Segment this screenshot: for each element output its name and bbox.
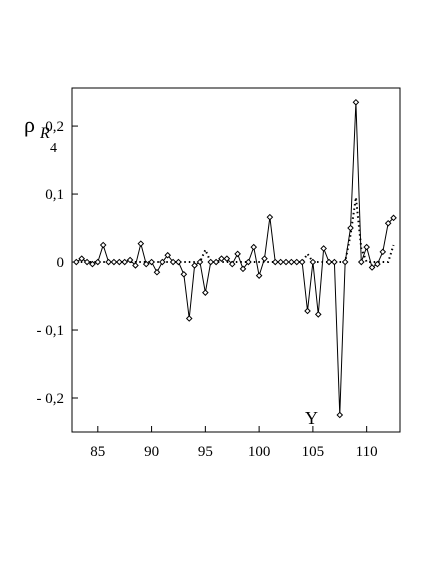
- marker: [110, 258, 118, 266]
- marker: [207, 258, 215, 266]
- marker: [89, 260, 96, 268]
- marker: [390, 214, 397, 222]
- dotted-line: [76, 197, 395, 264]
- marker: [255, 272, 263, 279]
- marker: [374, 260, 381, 268]
- marker: [191, 262, 198, 269]
- marker: [142, 260, 150, 268]
- x-tick-label: 85: [90, 444, 105, 460]
- marker: [185, 315, 193, 322]
- x-tick-label: 110: [356, 444, 378, 460]
- marker: [271, 258, 279, 266]
- marker: [331, 258, 338, 266]
- y-tick-label: 0,2: [45, 119, 64, 135]
- marker: [175, 258, 182, 266]
- y-tick-label: 0: [57, 255, 65, 271]
- marker: [379, 248, 387, 256]
- marker: [202, 289, 209, 296]
- marker: [94, 258, 102, 266]
- x-tick-label: 105: [302, 444, 325, 460]
- marker: [320, 245, 327, 252]
- y-label-symbol: ρ: [24, 112, 35, 137]
- marker: [234, 250, 241, 258]
- marker: [261, 255, 268, 262]
- marker: [341, 258, 349, 266]
- y-tick-label: 0,1: [45, 187, 64, 203]
- marker: [309, 258, 317, 266]
- marker: [266, 213, 274, 221]
- y-label-subsub: 4: [50, 141, 57, 156]
- marker: [83, 258, 91, 266]
- marker: [293, 258, 301, 266]
- marker: [72, 258, 80, 266]
- marker: [288, 258, 295, 266]
- marker: [218, 255, 225, 262]
- marker: [304, 307, 311, 315]
- marker: [153, 268, 161, 276]
- marker: [314, 311, 322, 318]
- marker: [277, 258, 284, 266]
- marker: [137, 240, 145, 247]
- y-tick-label: - 0,2: [37, 391, 65, 407]
- marker: [352, 98, 360, 106]
- marker: [126, 256, 134, 264]
- marker: [325, 258, 333, 266]
- marker: [148, 258, 155, 266]
- marker: [132, 262, 139, 269]
- marker: [105, 258, 112, 266]
- marker: [169, 258, 177, 266]
- marker: [99, 241, 107, 249]
- marker: [357, 258, 365, 266]
- marker: [250, 243, 258, 251]
- y-tick-label: - 0,1: [37, 323, 65, 339]
- marker: [245, 258, 252, 266]
- marker: [239, 265, 247, 273]
- marker: [212, 258, 220, 266]
- y-label-sub: R: [39, 125, 50, 142]
- marker: [164, 251, 172, 259]
- marker: [121, 258, 129, 266]
- marker: [336, 411, 344, 419]
- marker: [347, 224, 354, 232]
- marker: [223, 255, 231, 262]
- marker: [78, 255, 85, 262]
- marker: [368, 264, 376, 271]
- x-tick-label: 90: [144, 444, 159, 460]
- marker: [196, 258, 204, 266]
- marker: [159, 258, 166, 266]
- marker: [180, 270, 188, 278]
- marker: [282, 258, 290, 266]
- plot-frame: [71, 87, 401, 433]
- x-tick-label: 100: [248, 444, 271, 460]
- x-tick-label: 95: [198, 444, 213, 460]
- marker: [384, 219, 392, 227]
- marker: [298, 258, 306, 266]
- x-label: Y: [305, 408, 318, 428]
- marker: [228, 260, 236, 268]
- marker: [116, 258, 123, 266]
- marker: [363, 243, 370, 251]
